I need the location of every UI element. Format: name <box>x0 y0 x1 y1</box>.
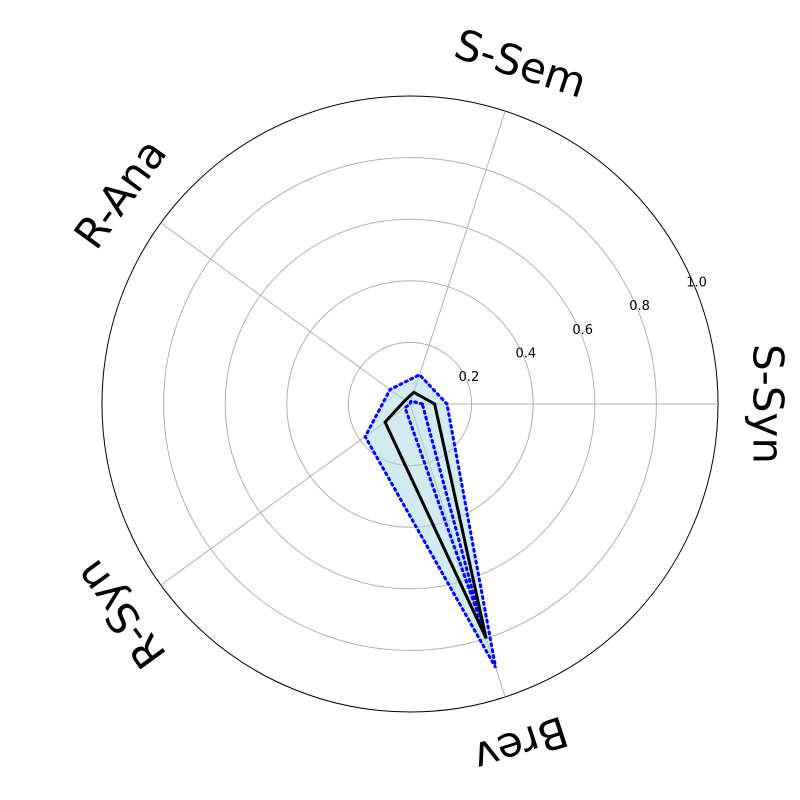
axis-label-brev: Brev <box>467 706 573 782</box>
series-upper-line <box>363 372 498 669</box>
r-tick-label: 1.0 <box>686 276 707 291</box>
axis-label-r-ana: R-Ana <box>64 129 176 257</box>
series-layer <box>363 372 498 669</box>
r-tick-label: 0.6 <box>572 323 593 338</box>
r-tick-label: 0.2 <box>459 370 480 385</box>
spoke-line <box>160 222 411 405</box>
r-tick-label: 0.4 <box>515 346 536 361</box>
r-tick-label: 0.8 <box>629 299 650 314</box>
tick-label-layer: 0.2 0.4 0.6 0.8 1.0 <box>459 276 707 385</box>
axis-label-s-syn: S-Syn <box>744 344 793 464</box>
series-lower-line <box>403 399 483 625</box>
series-mean-line <box>383 390 488 639</box>
axis-label-s-sem: S-Sem <box>449 19 593 107</box>
spoke-line <box>409 110 506 405</box>
axis-label-r-syn: R-Syn <box>65 551 176 678</box>
